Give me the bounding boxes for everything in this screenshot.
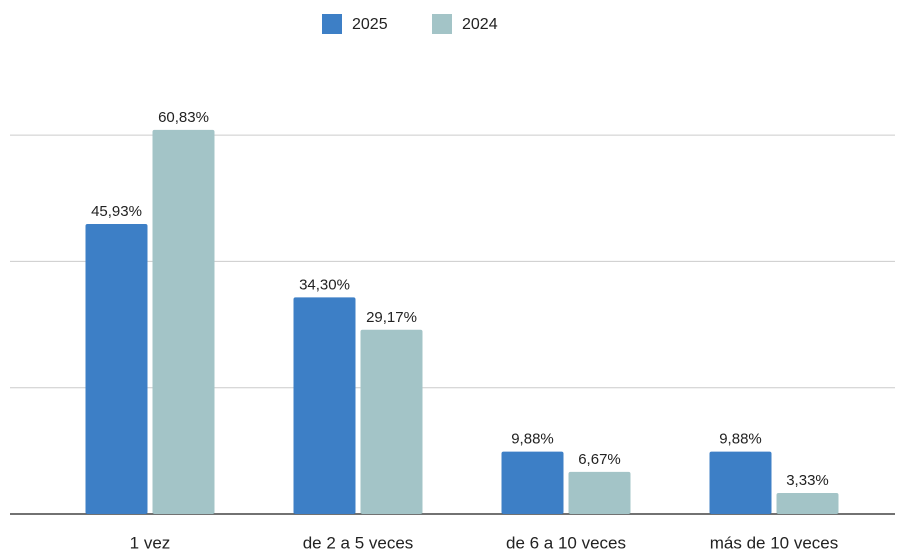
value-label: 29,17% (366, 309, 417, 326)
bar (776, 492, 839, 514)
bar (152, 129, 215, 515)
value-label: 9,88% (511, 431, 554, 448)
legend-label: 2024 (462, 16, 498, 33)
value-label: 3,33% (786, 472, 829, 489)
bar (501, 451, 564, 514)
value-label: 45,93% (91, 203, 142, 220)
legend-swatch (322, 14, 342, 34)
x-tick-label: más de 10 veces (710, 533, 839, 552)
bar (360, 329, 423, 514)
x-tick-label: de 6 a 10 veces (506, 533, 626, 552)
value-label: 9,88% (719, 431, 762, 448)
x-tick-label: 1 vez (130, 533, 171, 552)
value-label: 6,67% (578, 451, 621, 468)
value-label: 34,30% (299, 276, 350, 293)
value-label: 60,83% (158, 109, 209, 126)
legend-swatch (432, 14, 452, 34)
legend-label: 2025 (352, 16, 388, 33)
x-tick-label: de 2 a 5 veces (303, 533, 414, 552)
bar (568, 471, 631, 514)
bar (709, 451, 772, 514)
bar (293, 297, 356, 514)
bar (85, 223, 148, 514)
